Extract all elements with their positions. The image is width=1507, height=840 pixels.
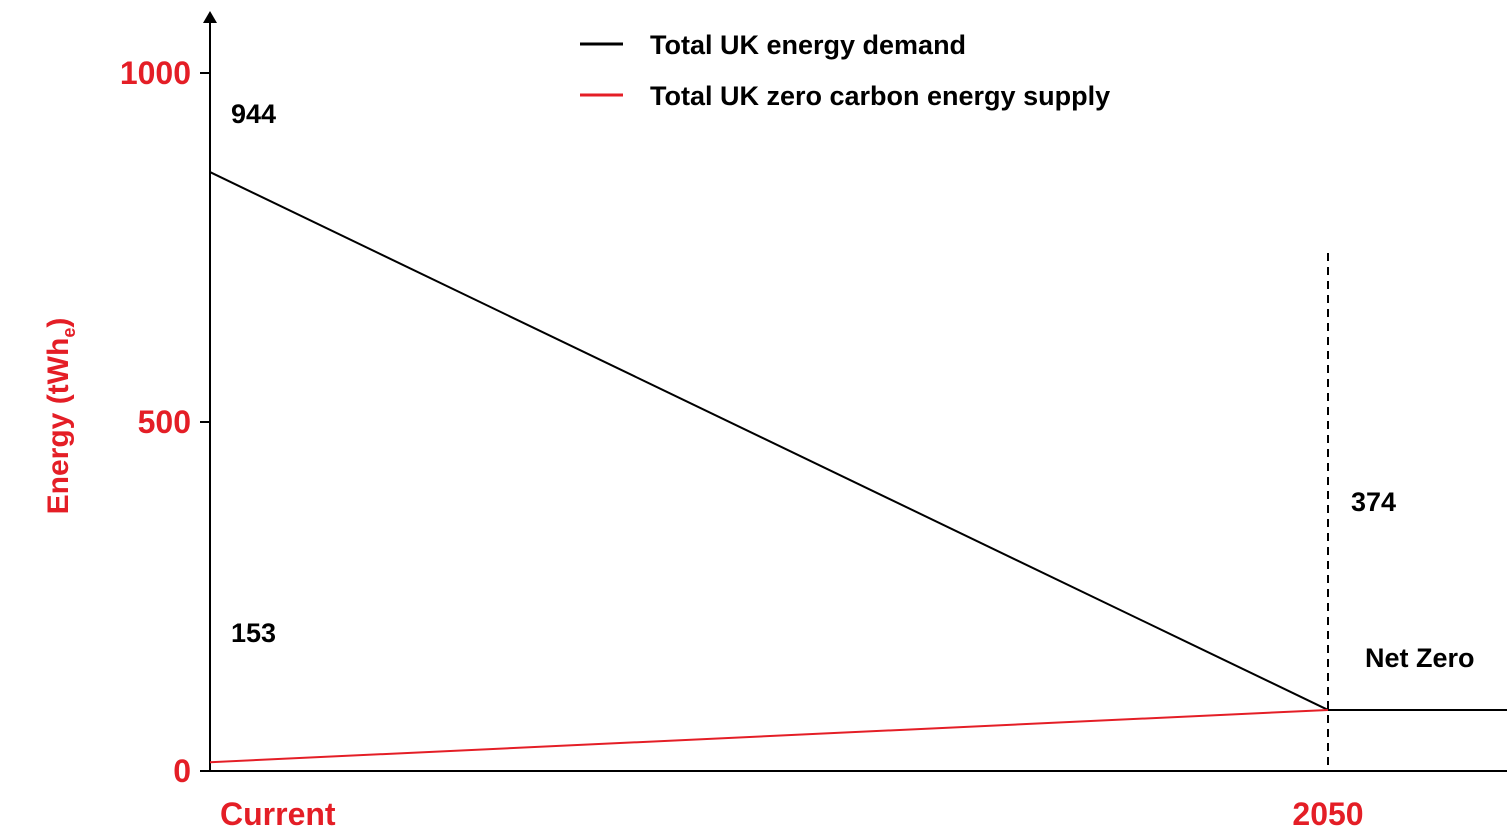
y-axis-title-suffix: ): [42, 318, 75, 328]
y-tick-label: 1000: [120, 55, 191, 91]
series-line-demand: [209, 171, 1329, 711]
y-tick-label: 0: [173, 753, 191, 789]
y-ticks: 0 500 1000: [120, 55, 210, 789]
y-axis-title-main: Energy (tWh: [42, 338, 75, 515]
data-label-meeting-point: 374: [1351, 487, 1396, 517]
data-label-demand-start: 944: [231, 99, 276, 129]
y-tick-label: 500: [138, 404, 191, 440]
series-line-supply: [209, 708, 1329, 764]
x-tick-label-2050: 2050: [1292, 796, 1363, 832]
legend: Total UK energy demand Total UK zero car…: [580, 30, 1110, 111]
legend-label-supply: Total UK zero carbon energy supply: [650, 81, 1110, 111]
y-axis-title-subscript: e: [59, 328, 79, 338]
net-zero-annotation: Net Zero: [1365, 643, 1475, 673]
y-axis-title: Energy (tWhe): [42, 318, 79, 515]
y-axis-arrow-icon: [203, 11, 217, 23]
data-label-supply-start: 153: [231, 618, 276, 648]
legend-label-demand: Total UK energy demand: [650, 30, 966, 60]
x-tick-label-current: Current: [220, 796, 336, 832]
